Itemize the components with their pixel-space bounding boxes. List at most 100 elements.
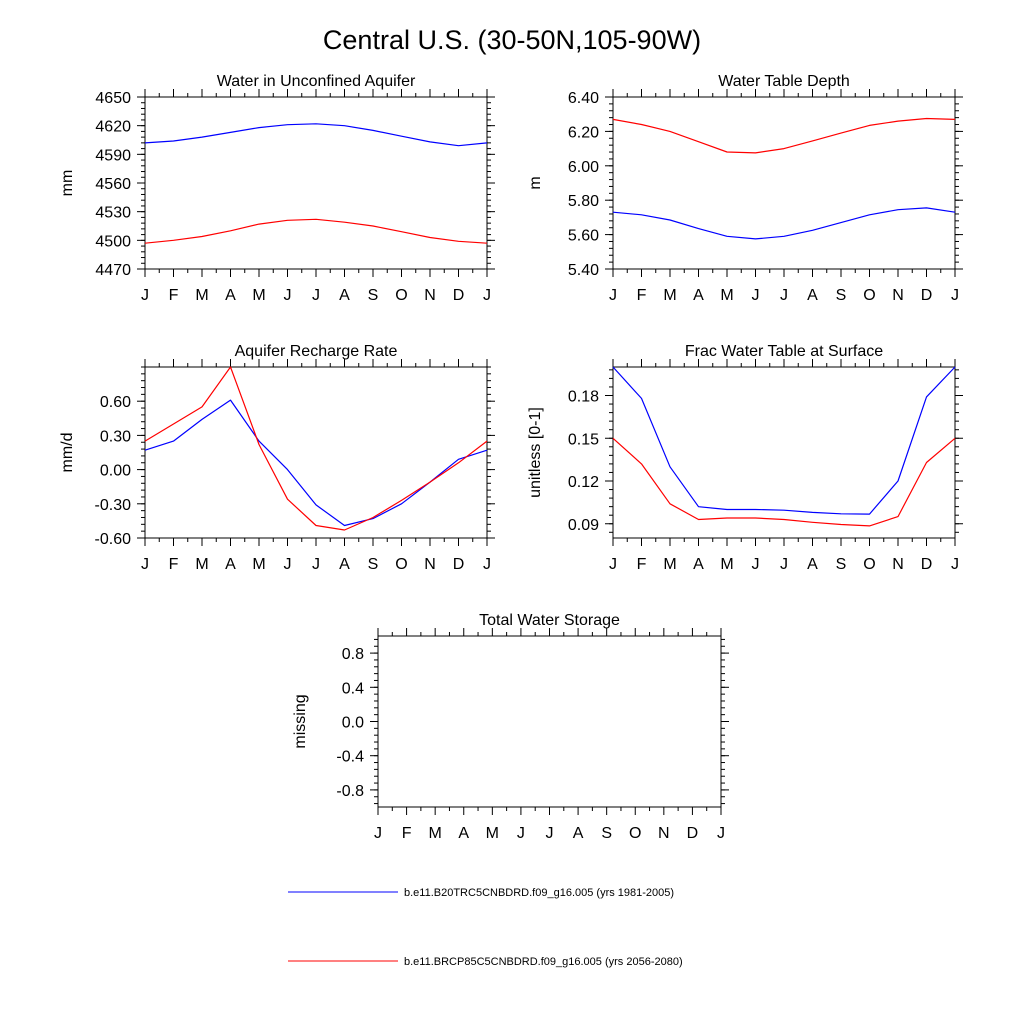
x-tick-label: M <box>486 825 499 842</box>
x-tick-label: J <box>374 825 382 842</box>
x-tick-label: A <box>225 287 236 304</box>
x-tick-label: J <box>141 556 149 573</box>
x-tick-label: S <box>601 825 612 842</box>
x-tick-label: M <box>195 556 208 573</box>
y-tick-label: 4590 <box>95 147 131 164</box>
y-tick-label: 6.00 <box>568 159 599 176</box>
x-tick-label: J <box>609 287 617 304</box>
panel-title: Total Water Storage <box>479 612 620 629</box>
x-tick-label: M <box>252 556 265 573</box>
x-tick-label: J <box>312 287 320 304</box>
x-tick-label: S <box>836 556 847 573</box>
x-tick-label: O <box>395 556 407 573</box>
y-tick-label: 0.09 <box>568 517 599 534</box>
plot-frame <box>144 366 488 539</box>
y-axis-label: m <box>527 176 544 189</box>
series-line-future <box>612 117 956 154</box>
y-tick-label: 4500 <box>95 233 131 250</box>
series-line-future <box>144 366 488 531</box>
series-line-historical <box>144 399 488 527</box>
panel-title: Water in Unconfined Aquifer <box>217 73 416 90</box>
x-tick-label: J <box>752 556 760 573</box>
x-tick-label: O <box>863 556 875 573</box>
legend-label-future: b.e11.BRCP85C5CNBDRD.f09_g16.005 (yrs 20… <box>404 956 683 968</box>
y-tick-label: 0.8 <box>342 646 364 663</box>
x-tick-label: A <box>807 556 818 573</box>
x-tick-label: J <box>780 556 788 573</box>
x-tick-label: D <box>453 556 465 573</box>
x-tick-label: F <box>637 287 647 304</box>
y-tick-label: 4650 <box>95 90 131 107</box>
x-tick-label: M <box>195 287 208 304</box>
series-line-future <box>144 218 488 244</box>
x-tick-label: J <box>483 556 491 573</box>
y-axis-label: unitless [0-1] <box>527 407 544 498</box>
y-axis-label: mm/d <box>59 433 76 473</box>
series-line-future <box>612 437 956 527</box>
y-tick-label: 0.18 <box>568 389 599 406</box>
x-tick-label: S <box>368 556 379 573</box>
x-tick-label: A <box>225 556 236 573</box>
x-tick-label: A <box>693 287 704 304</box>
y-tick-label: 5.40 <box>568 262 599 279</box>
y-tick-label: 4530 <box>95 205 131 222</box>
y-tick-label: 6.40 <box>568 90 599 107</box>
x-tick-label: J <box>546 825 554 842</box>
legend-label-historical: b.e11.B20TRC5CNBDRD.f09_g16.005 (yrs 198… <box>404 887 674 899</box>
x-tick-label: J <box>312 556 320 573</box>
x-tick-label: J <box>284 556 292 573</box>
y-tick-label: -0.8 <box>336 783 364 800</box>
y-tick-label: 0.60 <box>100 394 131 411</box>
x-tick-label: S <box>836 287 847 304</box>
y-tick-label: 0.12 <box>568 474 599 491</box>
x-tick-label: A <box>339 287 350 304</box>
y-tick-label: 0.15 <box>568 431 599 448</box>
x-tick-label: O <box>395 287 407 304</box>
y-tick-label: -0.30 <box>95 497 132 514</box>
x-tick-label: J <box>483 287 491 304</box>
y-tick-label: 0.4 <box>342 680 364 697</box>
y-axis-label: missing <box>292 694 309 748</box>
y-tick-label: 4470 <box>95 262 131 279</box>
x-tick-label: J <box>284 287 292 304</box>
x-tick-label: J <box>609 556 617 573</box>
x-tick-label: N <box>424 287 436 304</box>
x-tick-label: J <box>517 825 525 842</box>
x-tick-label: A <box>807 287 818 304</box>
figure-title: Central U.S. (30-50N,105-90W) <box>323 25 701 55</box>
x-tick-label: O <box>629 825 641 842</box>
series-line-historical <box>144 123 488 147</box>
x-tick-label: A <box>573 825 584 842</box>
y-tick-label: -0.4 <box>336 749 364 766</box>
x-tick-label: D <box>453 287 465 304</box>
y-tick-label: 0.30 <box>100 428 131 445</box>
x-tick-label: N <box>892 287 904 304</box>
x-tick-label: J <box>951 556 959 573</box>
y-tick-label: 0.00 <box>100 463 131 480</box>
series-line-historical <box>612 207 956 240</box>
panel-title: Frac Water Table at Surface <box>685 343 883 360</box>
plot-frame <box>612 96 956 270</box>
y-tick-label: 5.60 <box>568 228 599 245</box>
x-tick-label: J <box>717 825 725 842</box>
x-tick-label: D <box>921 287 933 304</box>
plot-frame <box>377 635 722 808</box>
x-tick-label: N <box>424 556 436 573</box>
x-tick-label: F <box>637 556 647 573</box>
legend-item-future: b.e11.BRCP85C5CNBDRD.f09_g16.005 (yrs 20… <box>288 956 683 968</box>
x-tick-label: O <box>863 287 875 304</box>
y-tick-label: 0.0 <box>342 715 364 732</box>
series-line-historical <box>612 366 956 515</box>
x-tick-label: D <box>687 825 699 842</box>
x-tick-label: N <box>658 825 670 842</box>
x-tick-label: A <box>693 556 704 573</box>
x-tick-label: M <box>720 556 733 573</box>
x-tick-label: A <box>339 556 350 573</box>
panel-frac-water-table: Frac Water Table at Surface unitless [0-1… <box>527 343 963 573</box>
